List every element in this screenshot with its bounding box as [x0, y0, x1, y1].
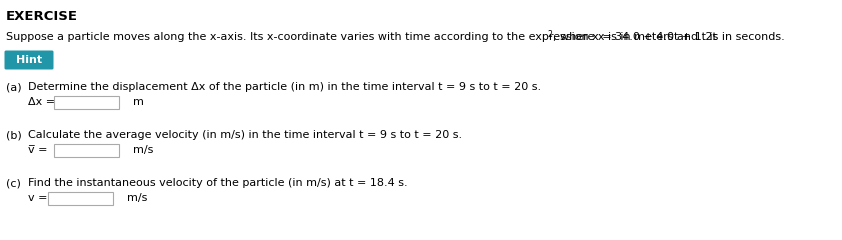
FancyBboxPatch shape — [48, 192, 113, 205]
Text: m/s: m/s — [126, 145, 153, 155]
Text: m/s: m/s — [120, 193, 147, 203]
Text: Calculate the average velocity (in m/s) in the time interval t = 9 s to t = 20 s: Calculate the average velocity (in m/s) … — [28, 130, 462, 140]
Text: m: m — [126, 97, 144, 107]
Text: Hint: Hint — [16, 55, 42, 65]
Text: v̅ =: v̅ = — [28, 145, 47, 155]
FancyBboxPatch shape — [54, 144, 119, 157]
Text: EXERCISE: EXERCISE — [6, 10, 78, 23]
Text: Find the instantaneous velocity of the particle (in m/s) at t = 18.4 s.: Find the instantaneous velocity of the p… — [28, 178, 408, 188]
Text: Δx =: Δx = — [28, 97, 55, 107]
FancyBboxPatch shape — [54, 96, 119, 109]
Text: Determine the displacement Δx of the particle (in m) in the time interval t = 9 : Determine the displacement Δx of the par… — [28, 82, 541, 92]
Text: Suppose a particle moves along the x-axis. Its x-coordinate varies with time acc: Suppose a particle moves along the x-axi… — [6, 32, 717, 42]
Text: v =: v = — [28, 193, 47, 203]
Text: 2: 2 — [547, 30, 552, 39]
Text: (c): (c) — [6, 178, 21, 188]
FancyBboxPatch shape — [4, 50, 54, 70]
Text: (b): (b) — [6, 130, 22, 140]
Text: (a): (a) — [6, 82, 22, 92]
Text: , where x is in meters and t is in seconds.: , where x is in meters and t is in secon… — [553, 32, 785, 42]
